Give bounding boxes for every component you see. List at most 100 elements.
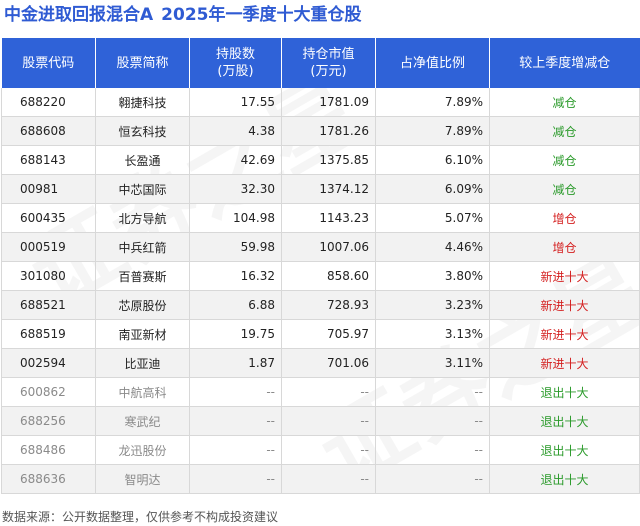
report-subtitle: 2025年一季度十大重仓股: [161, 5, 362, 25]
table-row: 688486 龙迅股份 -- -- -- 退出十大: [1, 435, 640, 465]
table-row: 688143 长盈通 42.69 1375.85 6.10% 减仓: [1, 145, 640, 175]
position-change-cell: 减仓: [489, 145, 640, 175]
stock-name-cell: 恒玄科技: [95, 116, 190, 146]
nav-ratio-cell: 3.80%: [375, 261, 490, 291]
position-change-cell: 新进十大: [489, 290, 640, 320]
position-change-cell: 增仓: [489, 203, 640, 233]
shares-cell: 59.98: [189, 232, 282, 262]
nav-ratio-cell: 3.23%: [375, 290, 490, 320]
shares-cell: --: [189, 377, 282, 407]
market-value-cell: --: [281, 464, 376, 494]
nav-ratio-cell: --: [375, 464, 490, 494]
shares-cell: 19.75: [189, 319, 282, 349]
nav-ratio-cell: 3.13%: [375, 319, 490, 349]
stock-code-cell: 600435: [1, 203, 96, 233]
shares-cell: 1.87: [189, 348, 282, 378]
stock-name-cell: 北方导航: [95, 203, 190, 233]
stock-name-cell: 比亚迪: [95, 348, 190, 378]
table-row: 00981 中芯国际 32.30 1374.12 6.09% 减仓: [1, 174, 640, 204]
shares-cell: 32.30: [189, 174, 282, 204]
market-value-cell: --: [281, 377, 376, 407]
shares-cell: 42.69: [189, 145, 282, 175]
position-change-cell: 退出十大: [489, 464, 640, 494]
stock-code-cell: 600862: [1, 377, 96, 407]
table-row: 688608 恒玄科技 4.38 1781.26 7.89% 减仓: [1, 116, 640, 146]
stock-name-cell: 芯原股份: [95, 290, 190, 320]
table-row: 301080 百普赛斯 16.32 858.60 3.80% 新进十大: [1, 261, 640, 291]
stock-code-cell: 00981: [1, 174, 96, 204]
table-row: 600862 中航高科 -- -- -- 退出十大: [1, 377, 640, 407]
shares-cell: 16.32: [189, 261, 282, 291]
stock-code-cell: 688256: [1, 406, 96, 436]
position-change-cell: 增仓: [489, 232, 640, 262]
stock-name-cell: 翱捷科技: [95, 88, 190, 117]
column-header: 占净值比例: [375, 38, 490, 88]
position-change-cell: 退出十大: [489, 435, 640, 465]
data-source-note: 数据来源：公开数据整理，仅供参考不构成投资建议: [2, 510, 279, 524]
table-row: 688636 智明达 -- -- -- 退出十大: [1, 464, 640, 494]
market-value-cell: 1007.06: [281, 232, 376, 262]
position-change-cell: 新进十大: [489, 261, 640, 291]
shares-cell: --: [189, 464, 282, 494]
column-header: 持股数 (万股): [189, 38, 282, 88]
nav-ratio-cell: 6.09%: [375, 174, 490, 204]
nav-ratio-cell: 3.11%: [375, 348, 490, 378]
stock-code-cell: 688220: [1, 88, 96, 117]
market-value-cell: 705.97: [281, 319, 376, 349]
shares-cell: --: [189, 406, 282, 436]
shares-cell: --: [189, 435, 282, 465]
table-row: 688220 翱捷科技 17.55 1781.09 7.89% 减仓: [1, 88, 640, 117]
page-title: 中金进取回报混合A 2025年一季度十大重仓股: [4, 3, 362, 27]
column-header: 股票代码: [1, 38, 96, 88]
column-header: 持仓市值 (万元): [281, 38, 376, 88]
position-change-cell: 退出十大: [489, 377, 640, 407]
stock-name-cell: 百普赛斯: [95, 261, 190, 291]
table-header-row: 股票代码 股票简称 持股数 (万股) 持仓市值 (万元) 占净值比例 较上季度增减仓: [1, 38, 640, 88]
nav-ratio-cell: 7.89%: [375, 88, 490, 117]
position-change-cell: 减仓: [489, 116, 640, 146]
table-row: 688521 芯原股份 6.88 728.93 3.23% 新进十大: [1, 290, 640, 320]
stock-code-cell: 688608: [1, 116, 96, 146]
market-value-cell: 1143.23: [281, 203, 376, 233]
nav-ratio-cell: 4.46%: [375, 232, 490, 262]
stock-name-cell: 龙迅股份: [95, 435, 190, 465]
market-value-cell: 1374.12: [281, 174, 376, 204]
fund-name: 中金进取回报混合A: [4, 5, 154, 25]
market-value-cell: --: [281, 406, 376, 436]
table-body: 688220 翱捷科技 17.55 1781.09 7.89% 减仓 688608 恒玄科技 4…: [1, 88, 640, 494]
shares-cell: 6.88: [189, 290, 282, 320]
shares-cell: 104.98: [189, 203, 282, 233]
stock-code-cell: 002594: [1, 348, 96, 378]
stock-name-cell: 长盈通: [95, 145, 190, 175]
stock-code-cell: 688519: [1, 319, 96, 349]
nav-ratio-cell: --: [375, 406, 490, 436]
column-header: 较上季度增减仓: [489, 38, 640, 88]
stock-name-cell: 南亚新材: [95, 319, 190, 349]
nav-ratio-cell: --: [375, 377, 490, 407]
stock-name-cell: 智明达: [95, 464, 190, 494]
holdings-table: 股票代码 股票简称 持股数 (万股) 持仓市值 (万元) 占净值比例 较上季度增减仓 6882…: [1, 38, 640, 494]
table-row: 688256 寒武纪 -- -- -- 退出十大: [1, 406, 640, 436]
stock-name-cell: 中芯国际: [95, 174, 190, 204]
table-row: 600435 北方导航 104.98 1143.23 5.07% 增仓: [1, 203, 640, 233]
position-change-cell: 退出十大: [489, 406, 640, 436]
market-value-cell: 701.06: [281, 348, 376, 378]
stock-code-cell: 688521: [1, 290, 96, 320]
nav-ratio-cell: --: [375, 435, 490, 465]
stock-code-cell: 301080: [1, 261, 96, 291]
table-row: 000519 中兵红箭 59.98 1007.06 4.46% 增仓: [1, 232, 640, 262]
stock-name-cell: 中航高科: [95, 377, 190, 407]
nav-ratio-cell: 7.89%: [375, 116, 490, 146]
market-value-cell: 1781.09: [281, 88, 376, 117]
stock-code-cell: 688143: [1, 145, 96, 175]
table-row: 688519 南亚新材 19.75 705.97 3.13% 新进十大: [1, 319, 640, 349]
stock-name-cell: 寒武纪: [95, 406, 190, 436]
table-row: 002594 比亚迪 1.87 701.06 3.11% 新进十大: [1, 348, 640, 378]
shares-cell: 4.38: [189, 116, 282, 146]
nav-ratio-cell: 5.07%: [375, 203, 490, 233]
market-value-cell: 728.93: [281, 290, 376, 320]
stock-code-cell: 688486: [1, 435, 96, 465]
shares-cell: 17.55: [189, 88, 282, 117]
position-change-cell: 减仓: [489, 174, 640, 204]
market-value-cell: 1781.26: [281, 116, 376, 146]
